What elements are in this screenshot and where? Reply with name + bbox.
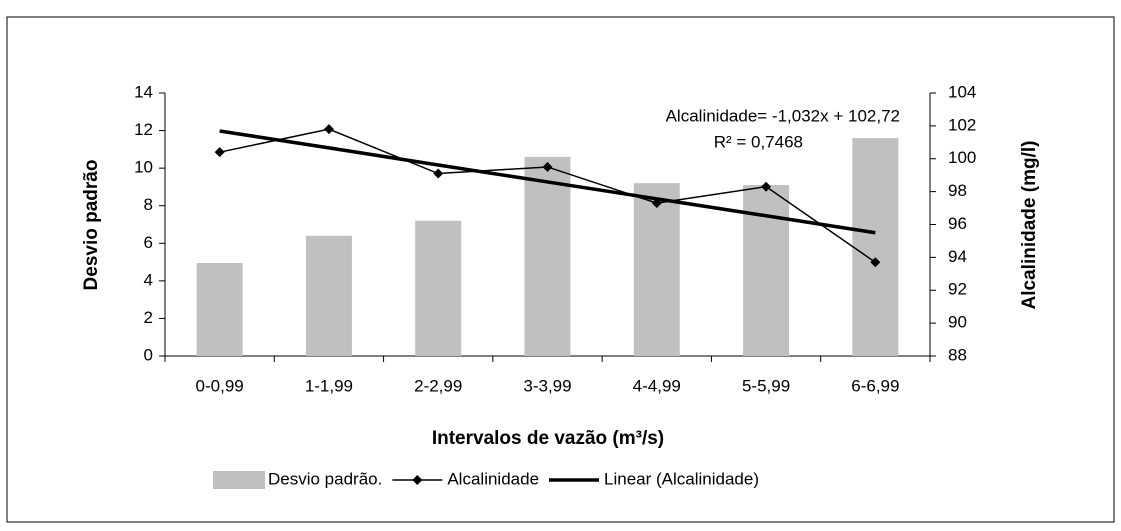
y-tick-label: 8 [144, 195, 153, 214]
y-tick-label: 10 [134, 158, 153, 177]
bar [305, 235, 352, 356]
y2-tick-label: 92 [948, 280, 967, 299]
y2-tick-label: 102 [948, 115, 976, 134]
x-tick-label: 0-0,99 [196, 376, 244, 395]
marker [214, 147, 225, 158]
y2-tick-label: 96 [948, 214, 967, 233]
marker [761, 181, 772, 192]
r-squared: R² = 0,7468 [714, 132, 803, 151]
y2-tick-label: 100 [948, 148, 976, 167]
x-tick-label: 2-2,99 [414, 376, 462, 395]
legend-swatch [213, 471, 265, 489]
y-tick-label: 4 [144, 270, 153, 289]
trend-line [219, 129, 876, 235]
legend-label: Alcalinidade [447, 469, 539, 488]
bar [633, 183, 680, 356]
marker [870, 257, 881, 268]
y2-tick-label: 98 [948, 181, 967, 200]
y2-tick-label: 94 [948, 247, 967, 266]
y2-tick-label: 90 [948, 313, 967, 332]
marker [323, 124, 334, 135]
y-tick-label: 6 [144, 233, 153, 252]
x-axis-label: Intervalos de vazão (m³/s) [432, 428, 664, 449]
x-tick-label: 5-5,99 [742, 376, 790, 395]
bar [415, 220, 462, 356]
y-tick-label: 0 [144, 345, 153, 364]
x-tick-label: 4-4,99 [633, 376, 681, 395]
legend-marker [412, 475, 423, 485]
y2-tick-label: 104 [948, 82, 976, 101]
x-tick-label: 6-6,99 [851, 376, 899, 395]
marker [542, 161, 553, 172]
x-tick-label: 3-3,99 [523, 376, 571, 395]
bar [852, 138, 899, 356]
y-axis-label: Desvio padrão [81, 160, 102, 291]
y2-axis-label: Alcalinidade (mg/l) [1019, 141, 1040, 310]
bar [524, 156, 571, 356]
equation: Alcalinidade= -1,032x + 102,72 [666, 106, 900, 125]
y2-tick-label: 88 [948, 345, 967, 364]
y-tick-label: 12 [134, 120, 153, 139]
marker [433, 168, 444, 179]
legend-label: Desvio padrão. [268, 469, 382, 488]
legend-label: Linear (Alcalinidade) [604, 469, 759, 488]
bar [196, 263, 243, 356]
y-tick-label: 2 [144, 308, 153, 327]
y-tick-label: 14 [134, 82, 153, 101]
bar [743, 185, 790, 356]
x-tick-label: 1-1,99 [305, 376, 353, 395]
